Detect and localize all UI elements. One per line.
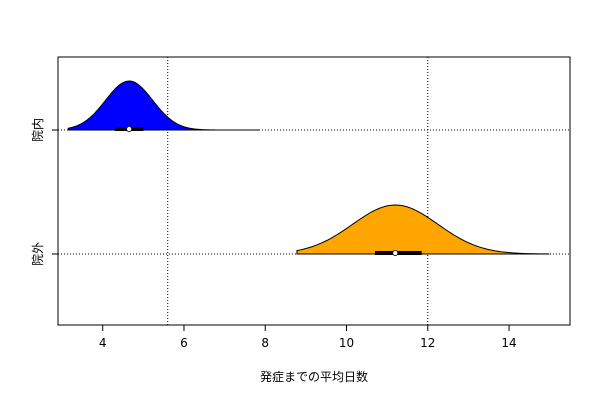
median-point-1 (392, 249, 399, 256)
x-axis-label: 発症までの平均日数 (260, 369, 368, 384)
x-tick-label-0: 4 (99, 336, 107, 350)
median-point-0 (126, 126, 133, 133)
x-tick-label-2: 8 (261, 336, 269, 350)
x-tick-label-1: 6 (180, 336, 188, 350)
x-axis: 4 6 8 10 12 14 (99, 324, 517, 350)
x-tick-label-4: 12 (420, 336, 435, 350)
violin-1 (296, 204, 550, 255)
x-tick-label-3: 10 (339, 336, 354, 350)
y-tick-label-1: 院外 (31, 242, 45, 266)
y-tick-label-0: 院内 (31, 118, 45, 142)
violin-0 (67, 80, 260, 131)
x-tick-label-5: 14 (501, 336, 516, 350)
violin-layer (67, 80, 550, 255)
box-layer (114, 126, 422, 256)
